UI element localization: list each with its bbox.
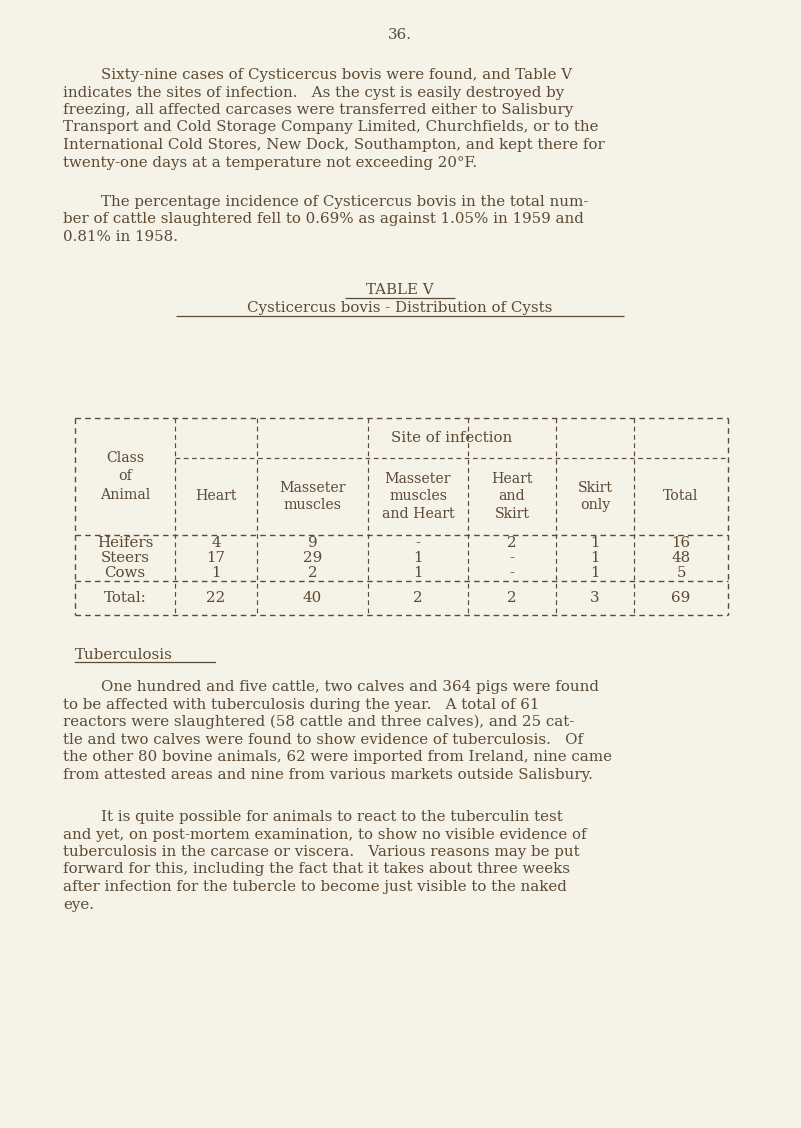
Text: Transport and Cold Storage Company Limited, Churchfields, or to the: Transport and Cold Storage Company Limit… [63,121,598,134]
Text: Steers: Steers [100,550,150,565]
Text: Sixty-nine cases of Cysticercus bovis were found, and Table V: Sixty-nine cases of Cysticercus bovis we… [63,68,572,82]
Text: indicates the sites of infection.   As the cyst is easily destroyed by: indicates the sites of infection. As the… [63,86,564,99]
Text: eye.: eye. [63,898,94,911]
Text: Masseter
muscles: Masseter muscles [280,481,346,512]
Text: 2: 2 [413,591,423,605]
Text: Tuberculosis: Tuberculosis [75,647,173,662]
Text: -: - [509,550,514,565]
Text: International Cold Stores, New Dock, Southampton, and kept there for: International Cold Stores, New Dock, Sou… [63,138,605,152]
Text: One hundred and five cattle, two calves and 364 pigs were found: One hundred and five cattle, two calves … [63,680,599,694]
Text: The percentage incidence of Cysticercus bovis in the total num-: The percentage incidence of Cysticercus … [63,195,589,209]
Text: twenty-one days at a temperature not exceeding 20°F.: twenty-one days at a temperature not exc… [63,156,477,169]
Text: -: - [509,566,514,580]
Text: 0.81% in 1958.: 0.81% in 1958. [63,230,178,244]
Text: the other 80 bovine animals, 62 were imported from Ireland, nine came: the other 80 bovine animals, 62 were imp… [63,750,612,764]
Text: 48: 48 [671,550,690,565]
Text: 2: 2 [507,536,517,549]
Text: 40: 40 [303,591,322,605]
Text: Heifers: Heifers [97,536,153,549]
Text: 36.: 36. [388,28,412,42]
Text: from attested areas and nine from various markets outside Salisbury.: from attested areas and nine from variou… [63,767,593,782]
Text: It is quite possible for animals to react to the tuberculin test: It is quite possible for animals to reac… [63,810,563,823]
Text: 1: 1 [413,550,423,565]
Text: to be affected with tuberculosis during the year.   A total of 61: to be affected with tuberculosis during … [63,697,539,712]
Text: 9: 9 [308,536,317,549]
Text: Total: Total [663,490,698,503]
Text: Total:: Total: [103,591,147,605]
Text: 4: 4 [211,536,221,549]
Text: Skirt
only: Skirt only [578,481,613,512]
Text: 3: 3 [590,591,600,605]
Text: Heart
and
Skirt: Heart and Skirt [491,472,533,521]
Text: Cows: Cows [104,566,146,580]
Text: 29: 29 [303,550,322,565]
Text: Class
of
Animal: Class of Animal [100,451,150,502]
Text: 17: 17 [207,550,226,565]
Text: 5: 5 [676,566,686,580]
Text: 2: 2 [507,591,517,605]
Text: 1: 1 [590,566,600,580]
Text: TABLE V: TABLE V [366,283,434,297]
Text: 1: 1 [413,566,423,580]
Text: 1: 1 [590,550,600,565]
Text: after infection for the tubercle to become just visible to the naked: after infection for the tubercle to beco… [63,880,567,895]
Text: Heart: Heart [195,490,237,503]
Text: freezing, all affected carcases were transferred either to Salisbury: freezing, all affected carcases were tra… [63,103,574,117]
Text: 2: 2 [308,566,317,580]
Text: -: - [416,536,421,549]
Text: 16: 16 [671,536,690,549]
Text: forward for this, including the fact that it takes about three weeks: forward for this, including the fact tha… [63,863,570,876]
Text: tuberculosis in the carcase or viscera.   Various reasons may be put: tuberculosis in the carcase or viscera. … [63,845,580,860]
Text: 69: 69 [671,591,690,605]
Text: Masseter
muscles
and Heart: Masseter muscles and Heart [382,472,454,521]
Text: Cysticercus bovis - Distribution of Cysts: Cysticercus bovis - Distribution of Cyst… [248,301,553,315]
Text: reactors were slaughtered (58 cattle and three calves), and 25 cat-: reactors were slaughtered (58 cattle and… [63,715,574,730]
Text: 1: 1 [211,566,221,580]
Text: 1: 1 [590,536,600,549]
Text: Site of infection: Site of infection [391,431,512,446]
Text: ber of cattle slaughtered fell to 0.69% as against 1.05% in 1959 and: ber of cattle slaughtered fell to 0.69% … [63,212,584,227]
Text: 22: 22 [207,591,226,605]
Text: tle and two calves were found to show evidence of tuberculosis.   Of: tle and two calves were found to show ev… [63,732,583,747]
Text: and yet, on post-mortem examination, to show no visible evidence of: and yet, on post-mortem examination, to … [63,828,586,841]
